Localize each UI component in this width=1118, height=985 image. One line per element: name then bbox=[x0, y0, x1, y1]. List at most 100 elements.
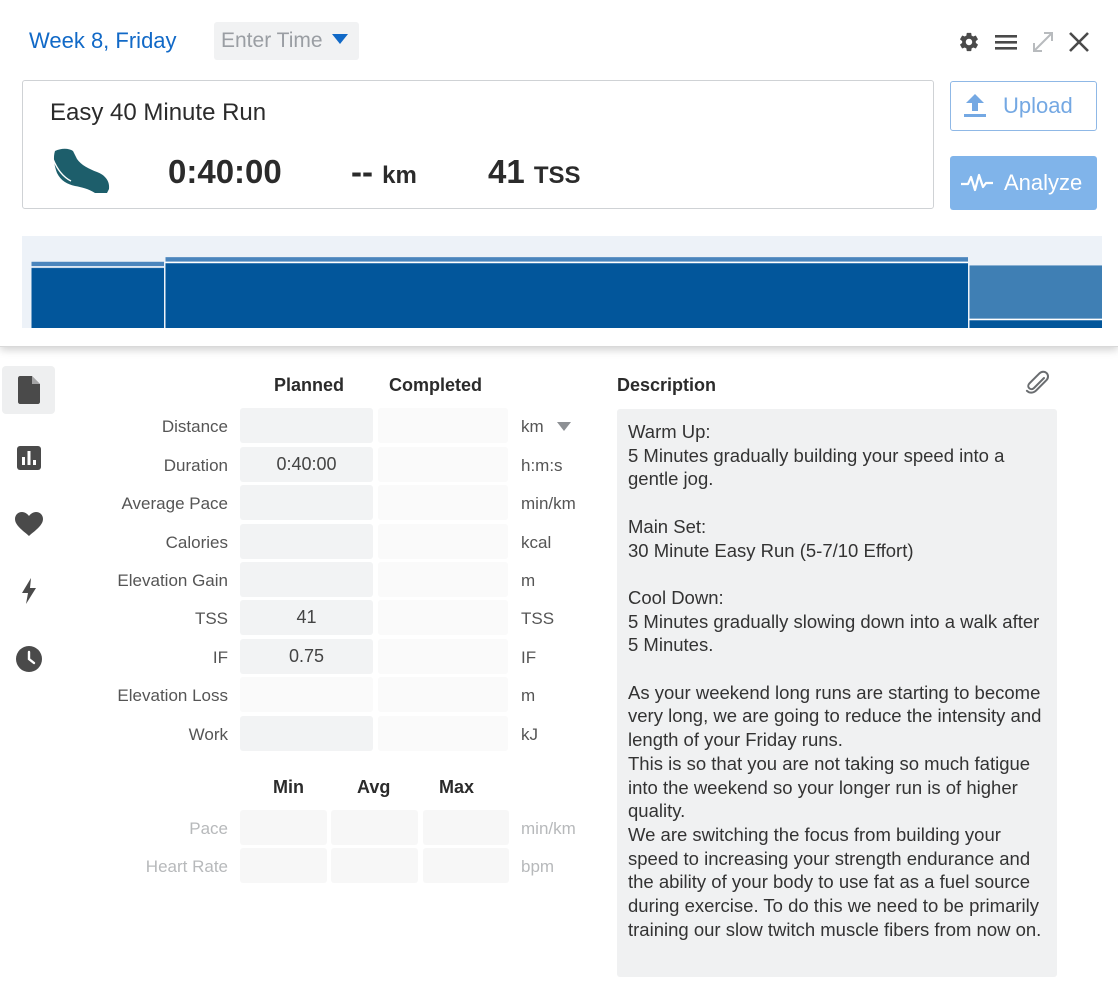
metric-label-if: IF bbox=[212, 648, 228, 667]
unit-caret-down-icon[interactable] bbox=[557, 422, 571, 431]
interval-divider-0 bbox=[31, 266, 164, 268]
metric-label-average-pace: Average Pace bbox=[121, 494, 228, 513]
running-shoe-icon bbox=[51, 145, 111, 200]
minmax-pace-unit: min/km bbox=[521, 819, 576, 838]
interval-bar-2[interactable] bbox=[969, 320, 1103, 328]
pace-min-value bbox=[240, 810, 327, 845]
distance-stat: -- km bbox=[351, 153, 417, 191]
planned-duration-input[interactable]: 0:40:00 bbox=[240, 447, 373, 482]
planned-elevation-gain-input[interactable] bbox=[240, 562, 373, 597]
workout-summary-card: Easy 40 Minute Run 0:40:00 -- km 41 TSS bbox=[22, 80, 934, 209]
nav-summary[interactable] bbox=[2, 366, 55, 414]
workout-structure-svg bbox=[31, 257, 1103, 328]
tss-value: 41 bbox=[488, 153, 525, 190]
expand-icon[interactable] bbox=[1029, 28, 1057, 56]
pulse-icon bbox=[961, 173, 993, 192]
if-unit: IF bbox=[521, 648, 537, 667]
completed-elevation-loss-input[interactable] bbox=[378, 677, 508, 712]
tss-stat: 41 TSS bbox=[488, 153, 581, 191]
interval-range-2[interactable] bbox=[969, 265, 1103, 328]
work-unit: kJ bbox=[521, 725, 538, 744]
planned-column-header: Planned bbox=[274, 375, 345, 395]
completed-work-input[interactable] bbox=[378, 716, 508, 751]
document-icon bbox=[17, 376, 40, 404]
completed-tss-input[interactable] bbox=[378, 600, 508, 635]
hr-max-value bbox=[423, 848, 509, 883]
completed-pace-input[interactable] bbox=[378, 485, 508, 520]
planned-distance-input[interactable] bbox=[240, 408, 373, 443]
metric-label-calories: Calories bbox=[165, 533, 228, 552]
completed-distance-input[interactable] bbox=[378, 408, 508, 443]
avg-column-header: Avg bbox=[357, 777, 391, 797]
duration-unit: h:m:s bbox=[521, 456, 563, 475]
page-title: Week 8, Friday bbox=[29, 28, 177, 53]
completed-calories-input[interactable] bbox=[378, 524, 508, 559]
interval-bar-0[interactable] bbox=[31, 268, 165, 328]
distance-unit-select[interactable]: km bbox=[521, 417, 544, 436]
interval-divider-1 bbox=[165, 261, 968, 264]
distance-unit: km bbox=[382, 162, 417, 189]
planned-elevation-loss-input[interactable] bbox=[240, 677, 373, 712]
tss-unit-label: TSS bbox=[521, 609, 555, 628]
completed-if-input[interactable] bbox=[378, 639, 508, 674]
minmax-label-pace: Pace bbox=[189, 819, 228, 838]
analyze-button[interactable]: Analyze bbox=[950, 156, 1097, 210]
gear-icon[interactable] bbox=[955, 28, 983, 56]
minmax-hr-unit: bpm bbox=[521, 857, 555, 876]
max-column-header: Max bbox=[439, 777, 475, 797]
time-dropdown[interactable]: Enter Time bbox=[214, 22, 359, 60]
elevation-loss-unit: m bbox=[521, 686, 536, 705]
planned-tss-input[interactable]: 41 bbox=[240, 600, 373, 635]
close-icon[interactable] bbox=[1065, 28, 1093, 56]
clock-icon bbox=[15, 646, 42, 672]
elevation-gain-unit: m bbox=[521, 571, 536, 590]
planned-work-input[interactable] bbox=[240, 716, 373, 751]
paperclip-icon[interactable] bbox=[1024, 369, 1050, 402]
bar-chart-icon bbox=[16, 446, 41, 470]
pace-unit: min/km bbox=[521, 494, 576, 513]
nav-health[interactable] bbox=[2, 500, 55, 548]
upload-button[interactable]: Upload bbox=[950, 81, 1097, 131]
interval-bar-1[interactable] bbox=[165, 263, 969, 328]
distance-value: -- bbox=[351, 153, 373, 190]
window-toolbar bbox=[955, 28, 1095, 56]
pace-avg-value bbox=[331, 810, 418, 845]
workout-header-panel: Week 8, Friday Enter Time Easy 40 Minute… bbox=[0, 0, 1118, 347]
pace-max-value bbox=[423, 810, 509, 845]
description-text: Warm Up: 5 Minutes gradually building yo… bbox=[628, 421, 1042, 940]
description-header: Description bbox=[617, 375, 717, 395]
planned-if-input[interactable]: 0.75 bbox=[240, 639, 373, 674]
planned-pace-input[interactable] bbox=[240, 485, 373, 520]
nav-history[interactable] bbox=[2, 635, 55, 683]
lightning-icon bbox=[21, 578, 36, 604]
completed-duration-input[interactable] bbox=[378, 447, 508, 482]
workout-structure-chart[interactable] bbox=[22, 236, 1102, 328]
calories-unit: kcal bbox=[521, 533, 552, 552]
heart-icon bbox=[14, 512, 43, 536]
metric-label-work: Work bbox=[188, 725, 228, 744]
upload-icon bbox=[964, 94, 986, 117]
tss-unit: TSS bbox=[533, 162, 581, 189]
hr-min-value bbox=[240, 848, 327, 883]
hr-avg-value bbox=[331, 848, 418, 883]
time-dropdown-placeholder: Enter Time bbox=[221, 29, 323, 52]
metric-label-distance: Distance bbox=[161, 417, 228, 436]
min-column-header: Min bbox=[273, 777, 304, 797]
metric-label-elevation-gain: Elevation Gain bbox=[117, 571, 228, 590]
description-textarea[interactable]: Warm Up: 5 Minutes gradually building yo… bbox=[617, 409, 1057, 977]
workout-title: Easy 40 Minute Run bbox=[50, 99, 267, 126]
metric-label-duration: Duration bbox=[163, 456, 228, 475]
metric-label-elevation-loss: Elevation Loss bbox=[117, 686, 228, 705]
completed-column-header: Completed bbox=[389, 375, 483, 395]
metric-label-tss: TSS bbox=[194, 609, 228, 628]
analyze-label: Analyze bbox=[1004, 170, 1083, 195]
minmax-label-heart-rate: Heart Rate bbox=[145, 857, 228, 876]
completed-elevation-gain-input[interactable] bbox=[378, 562, 508, 597]
nav-charts[interactable] bbox=[2, 434, 55, 482]
menu-icon[interactable] bbox=[992, 28, 1020, 56]
caret-down-icon bbox=[332, 34, 348, 44]
upload-label: Upload bbox=[1003, 93, 1073, 118]
nav-power[interactable] bbox=[2, 567, 55, 615]
planned-duration-value: 0:40:00 bbox=[168, 153, 282, 190]
planned-calories-input[interactable] bbox=[240, 524, 373, 559]
